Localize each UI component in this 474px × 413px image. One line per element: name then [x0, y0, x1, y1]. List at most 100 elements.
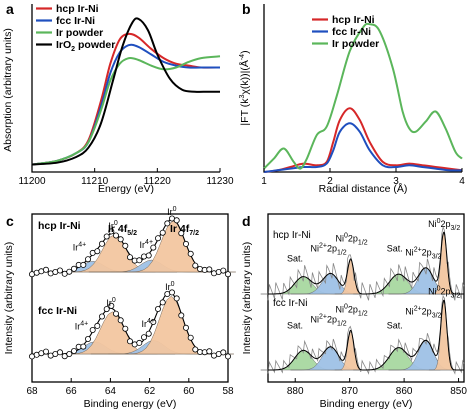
data-point	[182, 240, 189, 247]
panel-b: b 1 2 3 4 Radial distance (Å) |FT (k3χ(k))|…	[238, 1, 465, 195]
series-line-ir-powder	[263, 22, 463, 170]
ir4f72-label: Ir 4f7/2	[170, 223, 199, 237]
series-line-fcc-ir-ni	[263, 122, 463, 173]
panel-c-ylabel: Intensity (arbitrary units)	[3, 242, 15, 355]
panel-b-label: b	[242, 1, 251, 17]
data-point	[113, 232, 120, 239]
panel-d-label: d	[242, 213, 251, 229]
data-point	[127, 338, 134, 345]
data-point	[182, 324, 189, 331]
series-line-iro2-powder	[31, 17, 220, 166]
x-tick-label: 1	[261, 176, 267, 187]
data-point	[192, 262, 199, 269]
legend-label-hcp-ir-ni: hcp Ir-Ni	[332, 14, 375, 26]
data-point	[117, 236, 124, 243]
data-point	[145, 252, 152, 259]
ni0-2p12-label: Ni02p1/2	[336, 233, 368, 247]
x-tick-label: 850	[450, 386, 467, 397]
ni2plus-2p32-label: Ni2+2p3/2	[405, 306, 441, 320]
ir4plus-peak-label: Ir4+	[140, 239, 153, 250]
data-point	[136, 257, 143, 264]
data-point	[164, 220, 171, 227]
data-point	[108, 228, 115, 235]
panel-b-ylabel: |FT (k3χ(k))|(Å-4)	[238, 50, 251, 125]
ir0-peak-label: Ir0	[167, 206, 177, 217]
data-point	[136, 339, 143, 346]
satellite-label: Sat.	[387, 321, 403, 331]
ir0-peak-label: Ir0	[106, 297, 116, 308]
data-point	[108, 302, 115, 309]
x-tick-label: 11200	[18, 176, 46, 187]
ir0-peak-label: Ir0	[108, 220, 118, 231]
data-point	[66, 350, 73, 357]
legend-label-ir-powder: Ir powder	[332, 38, 379, 50]
data-point	[196, 265, 203, 272]
data-point	[57, 349, 64, 356]
legend-label-ir-powder: Ir powder	[56, 27, 103, 39]
ir4plus-peak-label: Ir4+	[75, 321, 88, 332]
data-point	[43, 348, 50, 355]
x-tick-label: 11230	[206, 176, 234, 187]
data-point	[224, 271, 231, 278]
x-tick-label: 4	[459, 176, 465, 187]
x-tick-label: 64	[105, 386, 117, 397]
panel-c: c hcp Ir-Ni Ir0 Ir0 Ir4+ Ir4+ fcc Ir-Ni Ir0 Ir0…	[3, 206, 236, 410]
series-line-hcp-ir-ni	[31, 32, 221, 166]
data-point	[140, 334, 147, 341]
x-tick-label: 62	[144, 386, 156, 397]
data-point	[168, 289, 175, 296]
panel-d-xlabel: Binding energy (eV)	[320, 398, 413, 410]
series-line-fcc-ir-ni	[31, 43, 220, 166]
legend-label-hcp-ir-ni: hcp Ir-Ni	[56, 3, 99, 15]
data-point	[85, 256, 92, 263]
data-point	[99, 240, 106, 247]
x-tick-label: 11210	[81, 176, 109, 187]
x-tick-label: 860	[396, 386, 413, 397]
satellite-label: Sat.	[387, 244, 403, 254]
data-point	[178, 312, 185, 319]
x-tick-label: 11220	[144, 176, 172, 187]
data-point	[43, 266, 50, 273]
x-tick-label: 870	[341, 386, 358, 397]
data-point	[220, 349, 227, 356]
data-point	[80, 343, 87, 350]
panel-a: a 11200 11210 11220 11230 Energy (eV) Absor…	[2, 1, 234, 195]
x-tick-label: 66	[66, 386, 78, 397]
panel-d: d hcp Ir-NiSat.Sat.Ni2+2p1/2Ni02p1/2Ni2+…	[241, 213, 467, 410]
series-line-ir-powder	[31, 55, 221, 166]
data-point	[187, 250, 194, 257]
data-point	[206, 348, 213, 355]
ni0-2p32-label: Ni02p3/2	[428, 218, 460, 232]
data-point	[71, 347, 78, 354]
ni2plus-2p12-label: Ni2+2p1/2	[310, 243, 346, 257]
ir0-peak-label: Ir0	[165, 281, 175, 292]
satellite-label: Sat.	[287, 254, 303, 264]
data-point	[150, 244, 157, 251]
data-point	[113, 310, 120, 317]
ni0-2p32-label: Ni02p3/2	[428, 285, 460, 299]
ir4plus-peak-label: Ir4+	[142, 318, 155, 329]
panel-d-ylabel: Intensity (arbitrary units)	[241, 242, 253, 355]
panel-c-label: c	[6, 213, 14, 229]
data-point	[206, 266, 213, 273]
x-tick-label: 2	[327, 176, 333, 187]
data-point	[150, 318, 157, 325]
sample-label-fcc-ir-ni: fcc Ir-Ni	[38, 305, 77, 317]
fit-envelope-hcp-ir-ni	[267, 231, 464, 295]
panel-c-xlabel: Binding energy (eV)	[84, 398, 177, 410]
x-tick-label: 68	[26, 386, 38, 397]
data-point	[173, 217, 180, 224]
data-point	[187, 334, 194, 341]
data-point	[66, 268, 73, 275]
ni2plus-2p12-label: Ni2+2p1/2	[310, 314, 346, 328]
legend-label-iro2-powder: IrO2 powder	[56, 39, 115, 53]
sample-label-fcc-ir-ni: fcc Ir-Ni	[273, 298, 307, 309]
panel-a-ylabel: Absorption (arbitrary units)	[2, 28, 14, 152]
data-point	[85, 335, 92, 342]
legend-label-fcc-ir-ni: fcc Ir-Ni	[332, 26, 371, 38]
data-point	[224, 353, 231, 360]
sample-label-hcp-ir-ni: hcp Ir-Ni	[273, 230, 311, 241]
series-line-hcp-ir-ni	[263, 107, 463, 173]
